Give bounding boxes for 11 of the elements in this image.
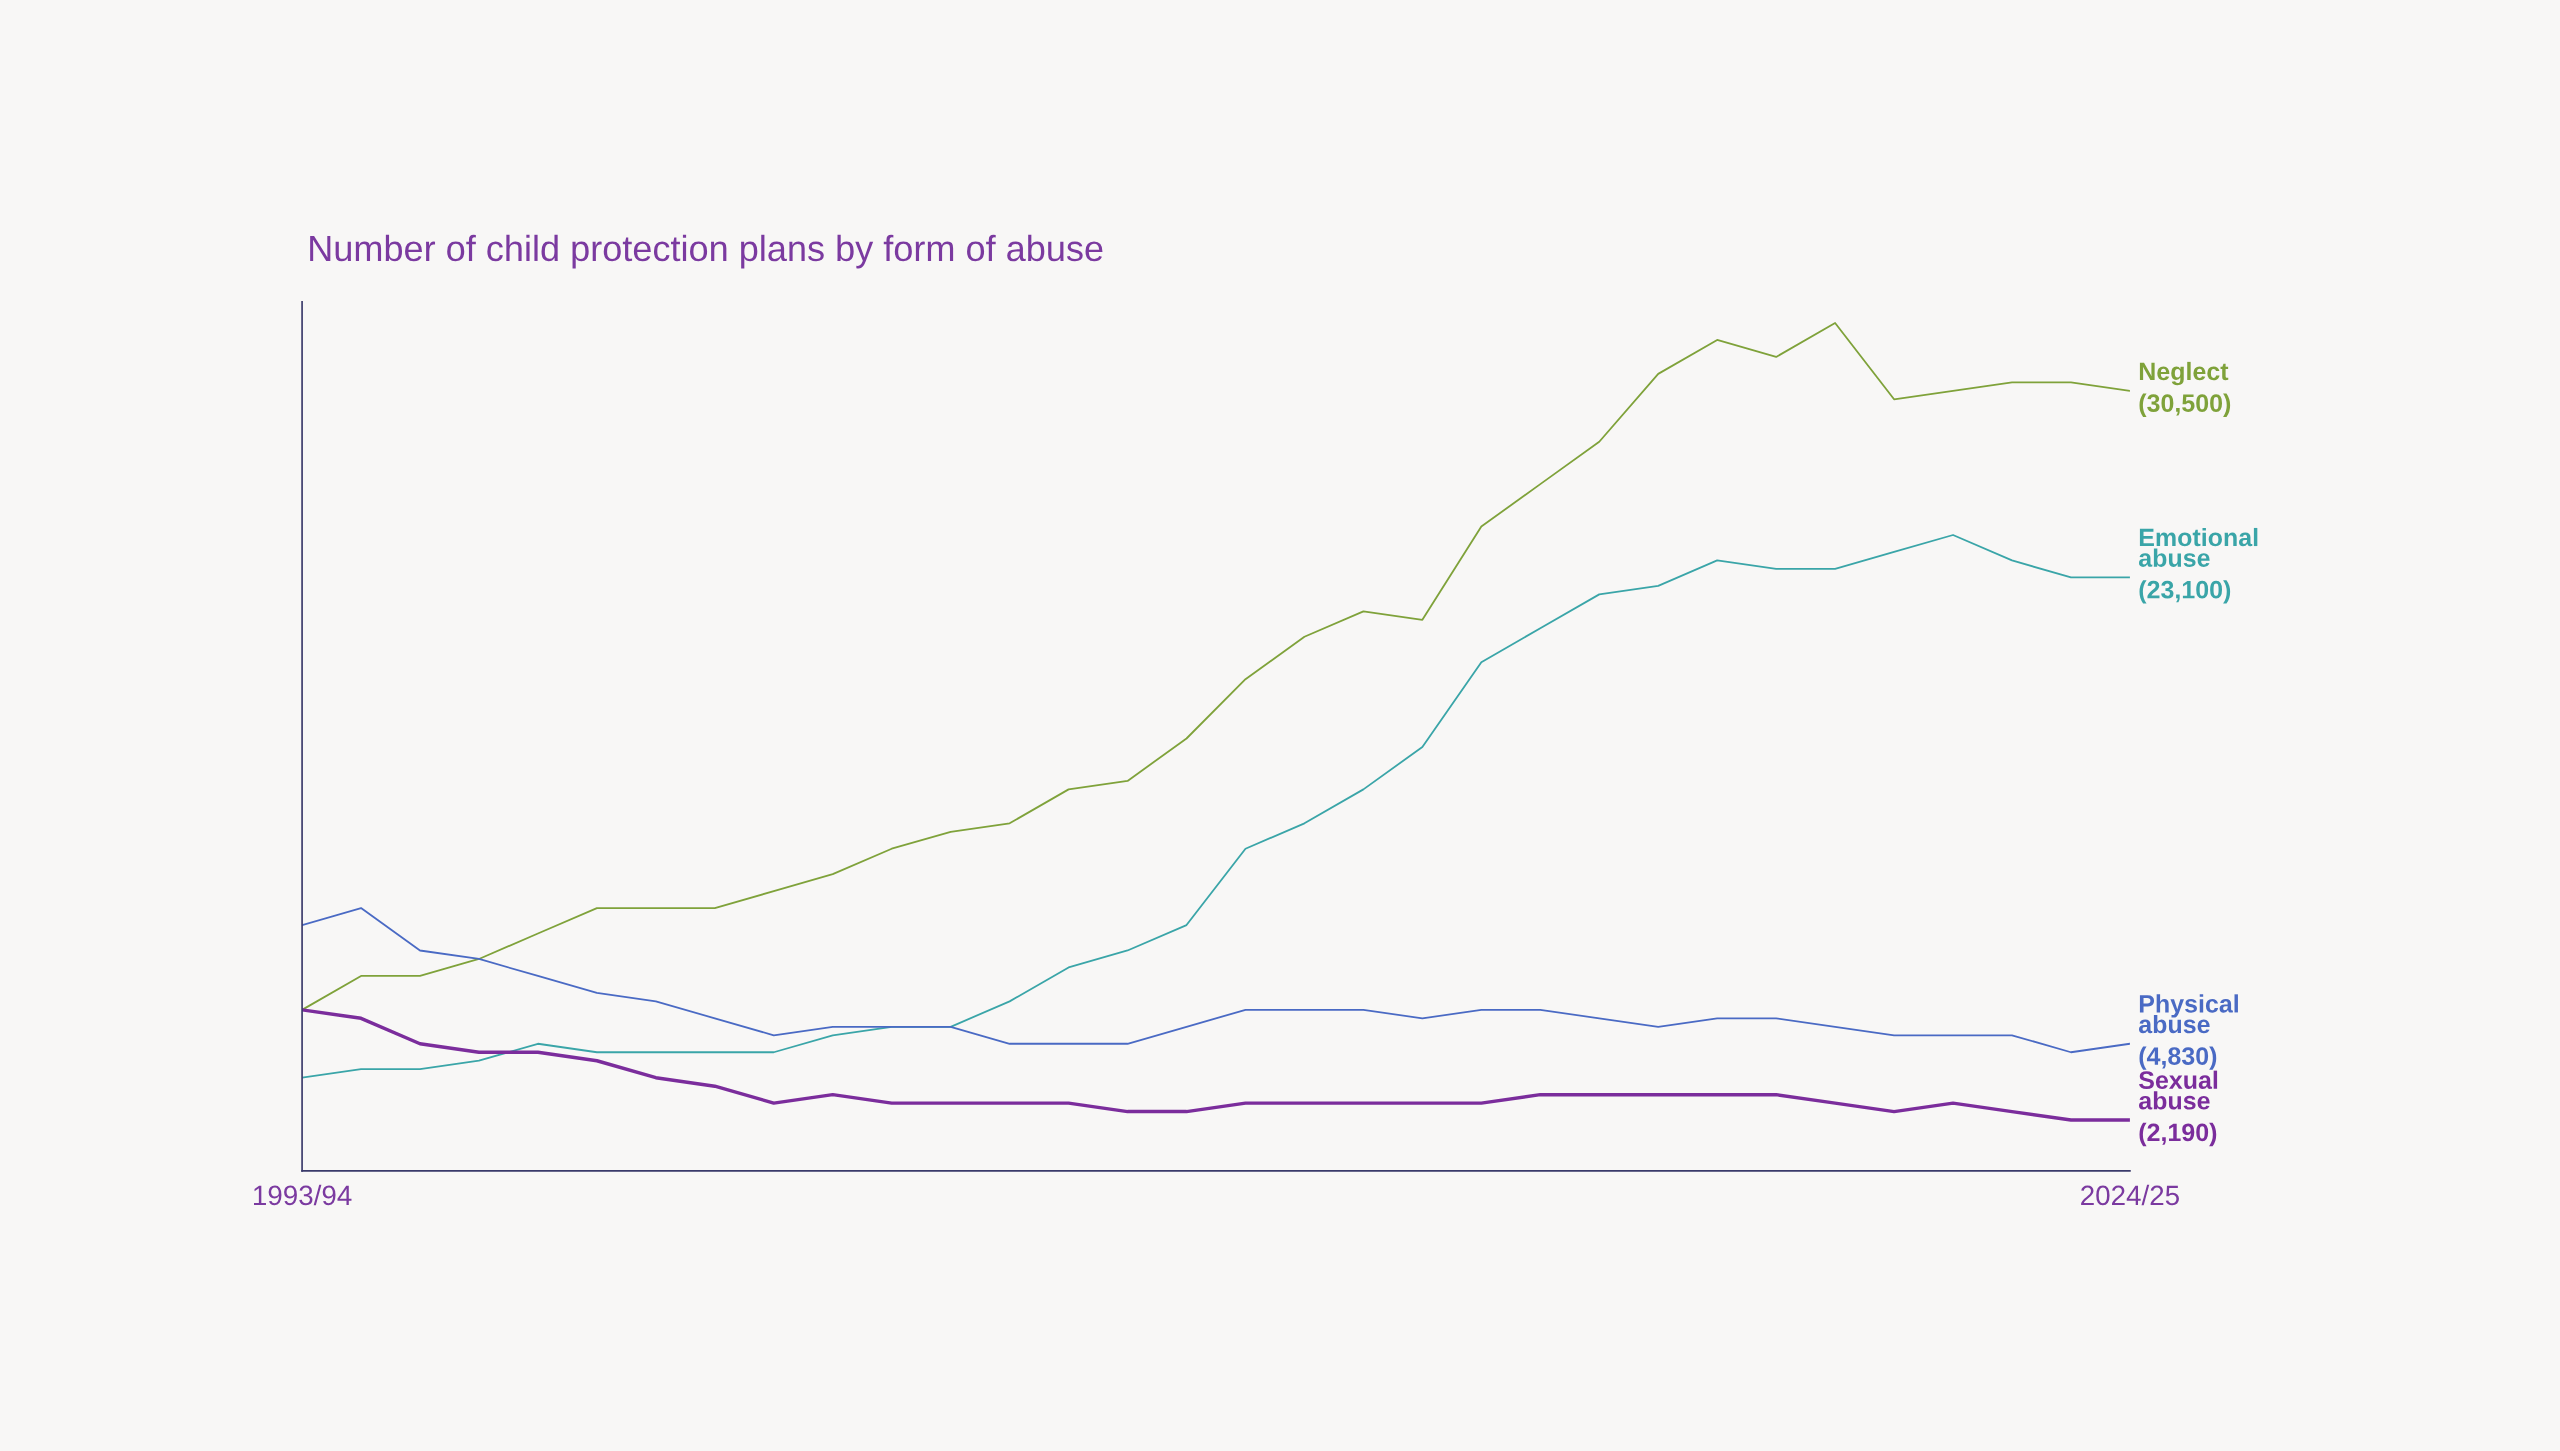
series-label: Emotional abuse: [2138, 527, 2258, 567]
text: (23,100): [2139, 580, 2231, 604]
series-label: Neglect: [2139, 361, 2229, 386]
text: (4,830): [2139, 1046, 2217, 1070]
text: (2,190): [2139, 1122, 2217, 1147]
series-label: Sexual abuse: [2138, 1070, 2218, 1110]
chart-title: Number of child protection plans by form of abuse: [310, 234, 1103, 269]
x-tick-label: 1993/94: [254, 1184, 352, 1206]
series-label: Physical abuse: [2138, 994, 2238, 1034]
x-tick-label: 2024/25: [2081, 1184, 2179, 1206]
text: (30,500): [2139, 393, 2231, 417]
